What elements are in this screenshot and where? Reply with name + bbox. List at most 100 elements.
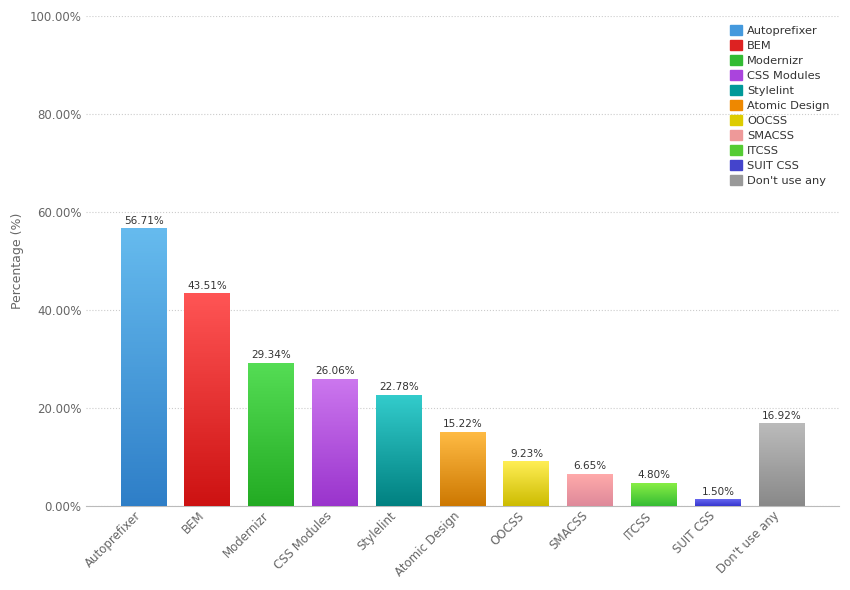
Bar [759, 467, 805, 468]
Bar [121, 267, 167, 270]
Bar [248, 381, 294, 383]
Bar [312, 454, 358, 455]
Bar [248, 422, 294, 423]
Bar [248, 367, 294, 368]
Bar [439, 494, 485, 495]
Bar [439, 485, 485, 486]
Bar [439, 504, 485, 505]
Bar [759, 502, 805, 503]
Bar [312, 464, 358, 466]
Bar [184, 428, 230, 430]
Bar [184, 502, 230, 504]
Bar [121, 448, 167, 451]
Bar [376, 491, 422, 492]
Bar [184, 332, 230, 334]
Bar [759, 444, 805, 445]
Y-axis label: Percentage (%): Percentage (%) [11, 213, 24, 310]
Bar [248, 424, 294, 426]
Bar [759, 447, 805, 448]
Text: 16.92%: 16.92% [762, 411, 802, 421]
Bar [121, 431, 167, 434]
Bar [121, 295, 167, 298]
Bar [376, 432, 422, 434]
Bar [759, 461, 805, 463]
Bar [121, 451, 167, 454]
Bar [248, 453, 294, 455]
Bar [312, 388, 358, 389]
Bar [376, 470, 422, 471]
Bar [248, 378, 294, 380]
Bar [376, 448, 422, 450]
Bar [121, 362, 167, 365]
Bar [184, 453, 230, 455]
Bar [312, 401, 358, 402]
Bar [121, 345, 167, 348]
Bar [121, 251, 167, 254]
Bar [312, 403, 358, 404]
Bar [759, 477, 805, 478]
Bar [121, 401, 167, 404]
Bar [439, 486, 485, 487]
Bar [312, 405, 358, 407]
Bar [312, 467, 358, 468]
Bar [184, 301, 230, 304]
Bar [184, 430, 230, 432]
Bar [759, 483, 805, 484]
Bar [376, 474, 422, 475]
Bar [248, 468, 294, 469]
Bar [312, 470, 358, 471]
Bar [248, 443, 294, 445]
Bar [312, 427, 358, 428]
Bar [121, 467, 167, 470]
Bar [759, 486, 805, 487]
Bar [312, 402, 358, 403]
Bar [376, 465, 422, 466]
Bar [184, 293, 230, 295]
Bar [312, 380, 358, 381]
Bar [759, 459, 805, 460]
Bar [759, 479, 805, 480]
Bar [759, 455, 805, 456]
Bar [312, 485, 358, 486]
Bar [248, 476, 294, 478]
Bar [376, 456, 422, 457]
Bar [184, 466, 230, 468]
Bar [759, 434, 805, 435]
Bar [184, 355, 230, 357]
Bar [248, 419, 294, 420]
Bar [248, 479, 294, 481]
Bar [184, 323, 230, 325]
Bar [248, 495, 294, 496]
Bar [184, 489, 230, 491]
Bar [121, 298, 167, 301]
Bar [184, 321, 230, 323]
Bar [184, 363, 230, 366]
Bar [184, 312, 230, 314]
Bar [312, 436, 358, 437]
Bar [312, 495, 358, 496]
Bar [376, 409, 422, 411]
Bar [312, 458, 358, 459]
Bar [248, 427, 294, 429]
Bar [184, 438, 230, 440]
Bar [248, 493, 294, 495]
Bar [184, 319, 230, 321]
Bar [248, 416, 294, 417]
Bar [312, 437, 358, 439]
Bar [248, 387, 294, 388]
Bar [312, 468, 358, 470]
Bar [312, 453, 358, 454]
Bar [312, 459, 358, 460]
Bar [439, 472, 485, 473]
Bar [376, 441, 422, 442]
Bar [376, 421, 422, 422]
Bar [121, 423, 167, 426]
Bar [312, 395, 358, 396]
Bar [376, 493, 422, 494]
Bar [121, 465, 167, 467]
Bar [376, 445, 422, 446]
Bar [376, 462, 422, 463]
Bar [248, 409, 294, 410]
Bar [759, 425, 805, 426]
Bar [439, 488, 485, 489]
